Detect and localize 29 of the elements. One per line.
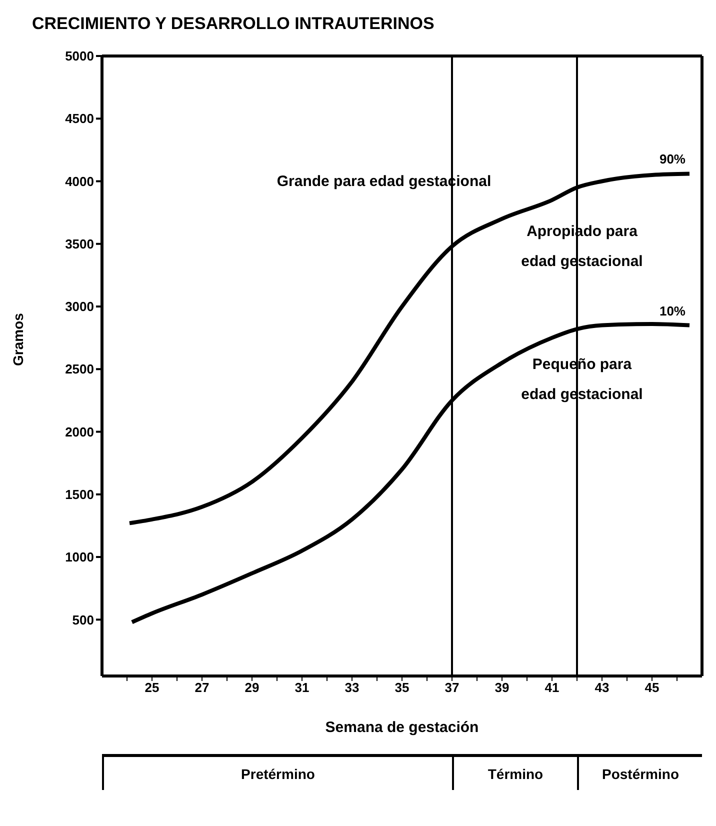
x-tick-label: 41 xyxy=(544,680,560,696)
y-tick-label: 500 xyxy=(72,612,94,628)
text: Pretérmino xyxy=(102,754,452,790)
y-tick-label: 3000 xyxy=(65,299,94,314)
series-label: 90% xyxy=(659,152,686,167)
text: Postérmino xyxy=(577,754,702,790)
x-tick-label: 45 xyxy=(644,680,660,696)
series-label: 10% xyxy=(659,303,686,318)
x-tick-label: 35 xyxy=(394,680,410,696)
text: Término xyxy=(452,754,577,790)
y-tick-label: 1500 xyxy=(65,487,94,502)
y-tick-label: 2000 xyxy=(65,424,94,440)
y-tick-label: 4000 xyxy=(65,174,94,189)
y-axis-title: Gramos xyxy=(10,312,26,366)
x-tick-label: 31 xyxy=(294,680,310,696)
y-tick-label: 4500 xyxy=(65,111,94,126)
x-tick-label: 25 xyxy=(144,680,160,696)
y-tick-label: 5000 xyxy=(65,48,94,64)
x-axis-title: Semana de gestación xyxy=(325,719,479,736)
x-tick-label: 43 xyxy=(594,680,610,696)
y-tick-label: 1000 xyxy=(65,550,94,565)
x-tick-label: 39 xyxy=(494,680,510,696)
chart-title: CRECIMIENTO Y DESARROLLO INTRAUTERINOS xyxy=(32,14,436,34)
x-tick-label: 33 xyxy=(344,680,360,696)
y-tick-label: 3500 xyxy=(65,236,94,252)
x-tick-label: 27 xyxy=(194,680,210,696)
x-tick-label: 29 xyxy=(244,680,260,696)
y-tick-label: 2500 xyxy=(65,362,94,377)
x-tick-label: 37 xyxy=(444,680,460,696)
